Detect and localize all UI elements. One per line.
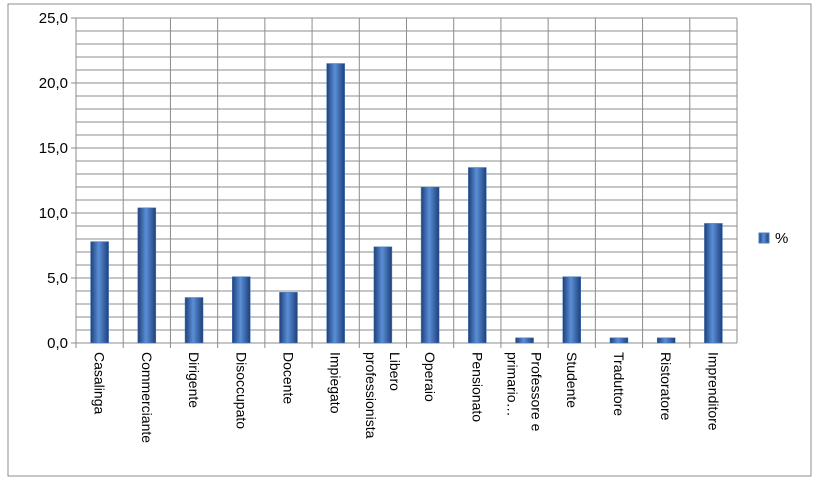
y-tick-label: 5,0	[47, 270, 68, 287]
x-tick-label: Disoccupato	[233, 352, 249, 429]
x-tick-label: Impiegato	[328, 352, 344, 414]
bar	[468, 167, 487, 344]
x-tick-label: Commerciante	[139, 352, 155, 443]
bar	[420, 186, 440, 344]
x-tick-label: Traduttore	[611, 352, 627, 416]
bar	[656, 337, 676, 344]
bar	[137, 207, 157, 344]
x-tick-label: Docente	[280, 352, 296, 404]
y-tick-label: 25,0	[39, 10, 68, 27]
y-tick-label: 20,0	[39, 75, 68, 92]
bar	[90, 241, 109, 344]
chart-border	[7, 3, 812, 477]
y-tick-label: 0,0	[47, 335, 68, 352]
bar	[562, 276, 581, 344]
bar	[373, 246, 393, 344]
legend-label: %	[775, 230, 788, 247]
x-tick-label: Casalinga	[92, 352, 108, 414]
y-tick-label: 15,0	[39, 140, 68, 157]
bar	[279, 292, 298, 344]
bar	[515, 337, 534, 344]
bar	[184, 297, 204, 344]
bar	[232, 276, 251, 344]
legend-swatch	[758, 232, 770, 244]
x-tick-label: Libero professionista	[363, 352, 403, 439]
bar	[704, 223, 723, 344]
x-tick-label: Dirigente	[186, 352, 202, 408]
x-tick-label: Studente	[564, 352, 580, 408]
x-tick-label: Pensionato	[469, 352, 485, 422]
x-tick-label: Ristoratore	[658, 352, 674, 421]
x-tick-label: Imprenditore	[705, 352, 721, 431]
bar	[609, 337, 629, 344]
x-tick-label: Operaio	[422, 352, 438, 402]
x-tick-label: Professore e primario…	[505, 352, 545, 435]
bar	[326, 63, 345, 344]
y-tick-label: 10,0	[39, 205, 68, 222]
